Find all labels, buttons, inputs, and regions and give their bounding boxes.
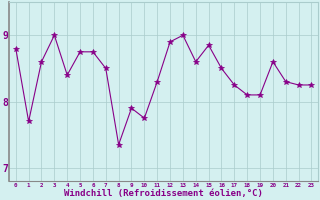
X-axis label: Windchill (Refroidissement éolien,°C): Windchill (Refroidissement éolien,°C) <box>64 189 263 198</box>
